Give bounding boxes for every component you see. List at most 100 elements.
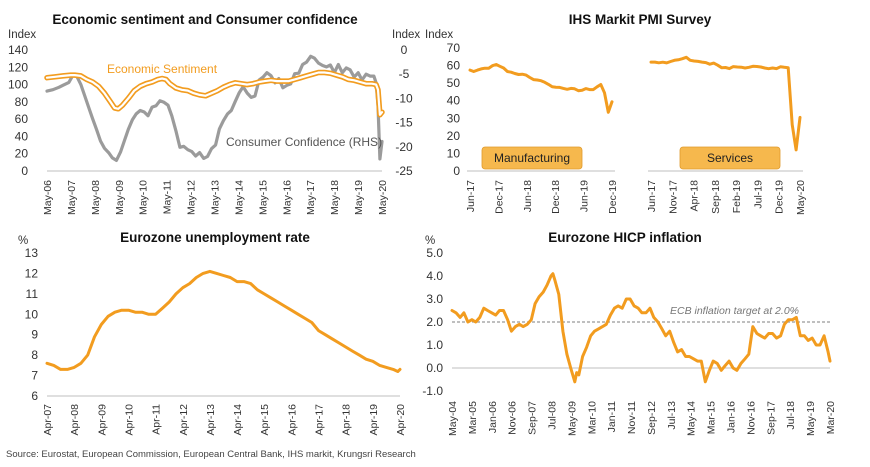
x-tick-label: Apr-10 (123, 404, 135, 436)
y-tick-label: 6 (31, 389, 38, 403)
x-tick-label: May-11 (162, 180, 174, 214)
x-tick-label: May-15 (257, 180, 269, 215)
series-line-economic-sentiment-core (45, 71, 384, 116)
x-tick-label: Feb-19 (731, 180, 743, 213)
x-tick-label: May-09 (566, 401, 578, 436)
y-tick-label: -20 (395, 140, 413, 154)
y-tick-label: 0.0 (426, 361, 443, 375)
x-tick-label: Apr-08 (69, 404, 81, 436)
y-tick-label: 20 (15, 147, 29, 161)
x-tick-label: Apr-12 (178, 404, 190, 436)
series-line-manufacturing (468, 63, 614, 114)
y-tick-label: 1.0 (426, 338, 443, 352)
chart-title: Eurozone unemployment rate (120, 230, 310, 245)
series-line-services (649, 55, 802, 152)
x-tick-label: Apr-18 (689, 180, 701, 212)
chart-title: Economic sentiment and Consumer confiden… (52, 12, 358, 27)
y-tick-label: 3.0 (426, 292, 443, 306)
y-tick-label: 7 (31, 369, 38, 383)
y-axis-title: Index (425, 29, 453, 41)
x-tick-label: May-04 (447, 401, 459, 436)
legend-box-manufacturing (481, 146, 583, 170)
series-line-consumer-confidence (45, 54, 384, 162)
y-tick-label: 8 (31, 348, 38, 362)
y-tick-label: 20 (447, 129, 461, 143)
x-tick-label: Jun-17 (465, 180, 477, 212)
x-tick-label: May-16 (281, 180, 293, 215)
y-tick-label: -5 (399, 67, 410, 81)
y-tick-label: 50 (447, 76, 461, 90)
y-tick-label: 40 (15, 129, 29, 143)
y-tick-label: 13 (25, 246, 39, 260)
x-tick-label: Mar-05 (467, 401, 479, 434)
x-tick-label: Sep-17 (765, 401, 777, 435)
x-tick-label: Apr-13 (205, 404, 217, 436)
y-tick-label: 60 (447, 59, 461, 73)
x-tick-label: Jul-19 (752, 180, 764, 209)
x-tick-label: Dec-17 (493, 180, 505, 214)
source-note: Source: Eurostat, European Commission, E… (6, 449, 416, 460)
x-tick-label: Dec-19 (774, 180, 786, 214)
x-tick-label: Sep-07 (527, 401, 539, 435)
x-tick-label: Nov-17 (667, 180, 679, 214)
y-tick-label: 4.0 (426, 269, 443, 283)
y-tick-label: 2.0 (426, 315, 443, 329)
chart-title: Eurozone HICP inflation (548, 230, 702, 245)
x-tick-label: Nov-06 (507, 401, 519, 435)
y-tick-label: -25 (395, 164, 413, 178)
x-tick-label: Apr-09 (96, 404, 108, 436)
x-tick-label: Jun-19 (579, 180, 591, 212)
y-tick-label: 60 (15, 112, 29, 126)
y-tick-label: 70 (447, 41, 461, 55)
y-tick-label: 10 (447, 146, 461, 160)
x-tick-label: Nov-16 (745, 401, 757, 435)
series-line-economic-sentiment (44, 69, 385, 118)
x-tick-label: May-17 (305, 180, 317, 215)
x-tick-label: Nov-11 (626, 401, 638, 434)
x-tick-label: May-14 (686, 401, 698, 436)
x-tick-label: May-19 (353, 180, 365, 215)
x-tick-label: May-06 (42, 180, 54, 215)
y-tick-label: 100 (8, 78, 28, 92)
x-tick-label: Mar-15 (706, 401, 718, 434)
series-line-hicp (450, 272, 832, 384)
x-tick-label: Mar-10 (586, 401, 598, 434)
y-tick-label: 11 (26, 287, 39, 301)
y-tick-label: 12 (25, 266, 39, 280)
x-tick-label: Apr-17 (314, 404, 326, 436)
x-tick-label: May-14 (233, 180, 245, 215)
x-tick-label: May-12 (186, 180, 198, 215)
y-tick-label: 140 (8, 43, 28, 57)
x-tick-label: May-18 (329, 180, 341, 215)
x-tick-label: May-08 (90, 180, 102, 215)
x-tick-label: Jun-17 (646, 180, 658, 212)
x-tick-label: Apr-16 (286, 404, 298, 436)
x-tick-label: Jul-18 (785, 401, 797, 430)
y-tick-label: 120 (8, 60, 28, 74)
y-tick-label: 0 (401, 43, 408, 57)
x-tick-label: May-09 (114, 180, 126, 215)
y-axis-title-left: Index (8, 29, 36, 41)
y-tick-label: 9 (31, 328, 38, 342)
y-tick-label: -1.0 (422, 384, 443, 398)
x-tick-label: Apr-20 (395, 404, 407, 436)
x-tick-label: Sep-12 (646, 401, 658, 435)
x-tick-label: May-20 (377, 180, 389, 215)
y-axis-title-right: Index (392, 29, 420, 41)
chart-title: IHS Markit PMI Survey (569, 12, 712, 27)
x-tick-label: May-20 (795, 180, 807, 215)
x-tick-label: Jan-06 (487, 401, 499, 433)
y-axis-title: % (18, 235, 28, 247)
x-tick-label: May-13 (210, 180, 222, 215)
y-tick-label: -15 (395, 116, 413, 130)
y-tick-label: 5.0 (426, 246, 443, 260)
x-tick-label: Sep-18 (710, 180, 722, 214)
y-tick-label: -10 (395, 91, 413, 105)
y-axis-title: % (425, 235, 435, 247)
x-tick-label: Dec-19 (607, 180, 619, 214)
x-tick-label: Dec-18 (550, 180, 562, 214)
y-tick-label: 40 (447, 94, 461, 108)
x-tick-label: Mar-20 (825, 401, 837, 434)
x-tick-label: Apr-11 (151, 404, 163, 435)
